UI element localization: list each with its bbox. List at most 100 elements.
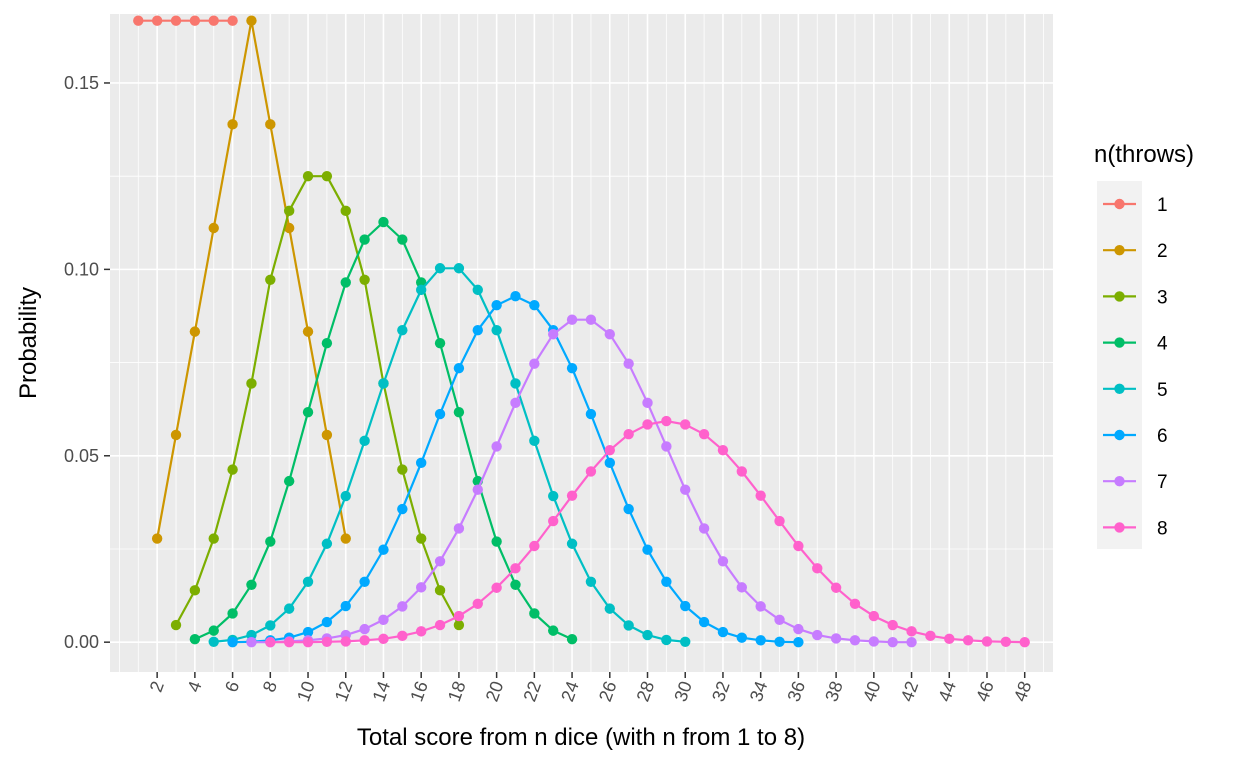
data-point <box>170 15 182 26</box>
data-point <box>302 170 314 182</box>
data-point <box>585 576 597 587</box>
x-axis-title: Total score from n dice (with n from 1 t… <box>357 724 805 751</box>
data-point <box>434 556 446 567</box>
data-point <box>359 274 370 286</box>
data-point <box>774 614 785 626</box>
data-point <box>472 598 483 609</box>
data-point <box>491 582 502 593</box>
data-point <box>604 603 615 614</box>
data-point <box>340 205 351 217</box>
data-point <box>566 362 578 374</box>
data-point <box>887 619 898 631</box>
data-point <box>340 636 351 647</box>
data-point <box>283 636 295 648</box>
data-point <box>755 601 766 612</box>
data-point <box>849 635 861 646</box>
data-point <box>736 582 748 593</box>
data-point <box>548 329 559 340</box>
data-point <box>283 222 295 234</box>
data-point <box>283 475 295 487</box>
data-point <box>510 291 521 302</box>
data-point <box>359 435 370 447</box>
data-point <box>491 536 502 547</box>
data-point <box>453 619 465 631</box>
data-point <box>623 358 634 369</box>
data-point <box>868 636 880 647</box>
data-point <box>434 263 446 274</box>
data-point <box>321 538 333 549</box>
data-point <box>830 582 842 593</box>
data-point <box>453 406 465 418</box>
x-tick-label: 12 <box>331 679 357 705</box>
data-point <box>661 634 672 646</box>
data-point <box>208 222 219 234</box>
legend-item: 3 <box>1103 287 1168 308</box>
data-point <box>793 636 804 648</box>
legend-label: 7 <box>1157 472 1168 493</box>
data-point <box>642 397 653 409</box>
data-point <box>227 608 238 619</box>
data-point <box>302 326 314 337</box>
data-point <box>434 408 446 420</box>
data-point <box>906 636 917 648</box>
x-tick-label: 32 <box>708 679 734 705</box>
data-point <box>736 466 748 477</box>
data-point <box>868 610 880 622</box>
data-point <box>774 515 785 527</box>
data-point <box>755 635 766 646</box>
data-point <box>415 277 427 288</box>
legend-label: 3 <box>1157 287 1168 308</box>
legend-title: n(throws) <box>1094 141 1194 168</box>
data-point <box>793 623 804 635</box>
data-point <box>378 216 389 228</box>
data-point <box>415 626 427 637</box>
data-point <box>378 378 389 389</box>
data-point <box>529 435 540 447</box>
data-point <box>359 623 370 635</box>
data-point <box>680 419 691 430</box>
data-point <box>378 544 389 555</box>
legend-item: 8 <box>1103 518 1168 539</box>
data-point <box>510 579 521 590</box>
data-point <box>246 378 257 389</box>
data-point <box>887 636 898 648</box>
data-point <box>189 585 201 596</box>
data-point <box>302 626 314 638</box>
data-point <box>227 464 238 475</box>
data-point <box>548 515 559 527</box>
x-tick-label: 4 <box>183 679 205 695</box>
data-point <box>849 598 861 609</box>
legend: n(throws) 1 2 3 4 5 6 7 8 <box>1094 141 1194 549</box>
x-tick-label: 44 <box>934 679 960 705</box>
x-tick-label: 42 <box>897 679 923 705</box>
data-point <box>208 625 219 636</box>
x-tick-label: 38 <box>821 679 847 705</box>
data-point <box>265 119 276 130</box>
data-point <box>189 326 201 337</box>
x-tick-label: 28 <box>633 679 659 705</box>
data-point <box>321 170 333 182</box>
data-point <box>642 419 653 430</box>
y-tick-label: 0.15 <box>64 73 99 93</box>
data-point <box>529 299 540 311</box>
y-axis: 0.00 0.05 0.10 0.15 <box>64 73 110 652</box>
data-point <box>453 362 465 374</box>
data-point <box>566 633 578 645</box>
data-point <box>510 397 521 409</box>
data-point <box>698 616 710 628</box>
x-tick-label: 24 <box>557 679 583 705</box>
data-point <box>397 630 408 642</box>
legend-key-point <box>1114 245 1125 256</box>
data-point <box>793 540 804 552</box>
data-point <box>623 620 634 631</box>
x-axis: 2 4 6 8 10 12 14 16 18 20 22 24 26 28 30 32 34 36 38 40 42 44… <box>146 672 1035 705</box>
data-point <box>397 324 408 336</box>
data-point <box>623 503 634 515</box>
data-point <box>246 636 257 648</box>
series-line <box>213 267 686 643</box>
data-point <box>529 358 540 369</box>
legend-key-point <box>1114 337 1125 348</box>
x-tick-label: 22 <box>519 679 545 705</box>
legend-item: 1 <box>1103 195 1168 216</box>
data-point <box>698 523 710 534</box>
